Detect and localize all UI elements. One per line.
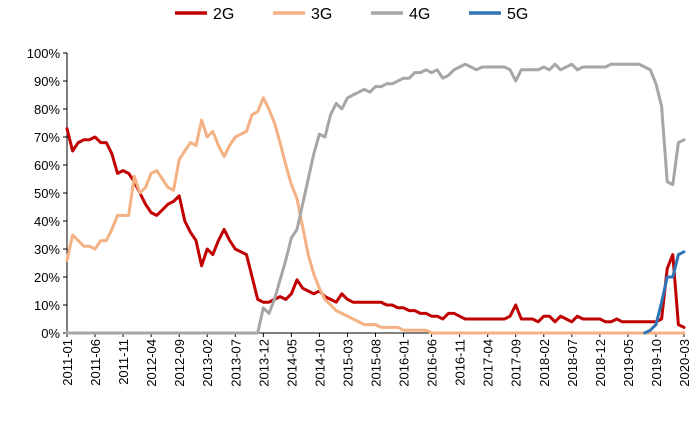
x-tick-label: 2018-02 (537, 339, 552, 387)
x-tick-label: 2017-09 (509, 339, 524, 387)
y-tick-label: 80% (34, 102, 60, 117)
x-tick-label: 2013-12 (256, 339, 271, 387)
y-tick-label: 90% (34, 74, 60, 89)
x-tick-label: 2018-12 (593, 339, 608, 387)
x-tick-label: 2011-11 (116, 339, 131, 385)
x-tick-label: 2014-05 (284, 339, 299, 387)
x-tick-label: 2020-03 (677, 339, 692, 387)
x-tick-label: 2013-02 (200, 339, 215, 387)
series-layer (65, 62, 686, 335)
legend-label-2g: 2G (213, 6, 234, 23)
y-axis: 0% 10% 20% 30% 40% 50% 60% 70% 80% 90% 100% (27, 46, 68, 341)
x-tick-label: 2019-05 (621, 339, 636, 387)
x-axis: 2011-01 2011-06 2011-11 2012-04 2012-09 2013-… (60, 332, 692, 387)
legend-label-4g: 4G (409, 6, 430, 23)
y-tick-label: 100% (27, 46, 61, 61)
x-tick-label: 2016-01 (397, 339, 412, 387)
x-tick-label: 2014-10 (312, 339, 327, 387)
legend-label-5g: 5G (507, 6, 528, 23)
x-tick-label: 2018-07 (565, 339, 580, 387)
series-line-3g (65, 96, 686, 335)
series-line-2g (65, 127, 686, 329)
x-tick-label: 2017-04 (481, 339, 496, 387)
y-tick-label: 0% (41, 326, 60, 341)
x-tick-label: 2011-06 (88, 339, 103, 386)
y-tick-label: 30% (34, 242, 60, 257)
x-tick-label: 2012-04 (144, 339, 159, 387)
x-tick-label: 2016-06 (425, 339, 440, 387)
x-tick-label: 2016-11 (453, 339, 468, 386)
legend-label-3g: 3G (311, 6, 332, 23)
y-tick-label: 50% (34, 186, 60, 201)
x-tick-label: 2011-01 (60, 339, 75, 386)
series-line-4g (65, 62, 686, 335)
series-line-5g (643, 250, 686, 335)
x-tick-label: 2012-09 (172, 339, 187, 387)
y-tick-label: 40% (34, 214, 60, 229)
y-tick-label: 10% (34, 298, 60, 313)
x-tick-label: 2015-03 (340, 339, 355, 387)
x-tick-label: 2019-10 (649, 339, 664, 387)
y-tick-label: 70% (34, 130, 60, 145)
x-tick-label: 2015-08 (369, 339, 384, 387)
legend: 2G 3G 4G 5G (175, 6, 528, 23)
y-tick-label: 20% (34, 270, 60, 285)
x-tick-label: 2013-07 (228, 339, 243, 387)
y-tick-label: 60% (34, 158, 60, 173)
